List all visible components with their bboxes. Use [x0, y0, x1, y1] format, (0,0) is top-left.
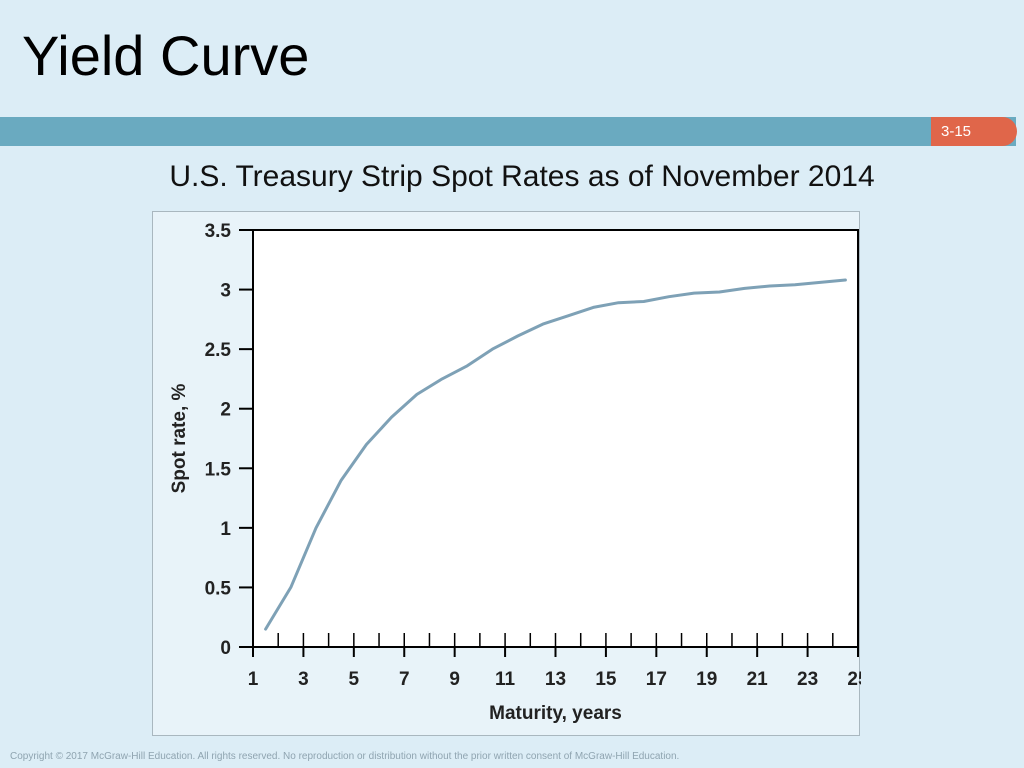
chart-frame: 00.511.522.533.5135791113151719212325Mat… [152, 211, 861, 736]
y-tick-label: 0 [220, 638, 231, 659]
x-tick-label: 19 [696, 669, 717, 690]
x-tick-label: 13 [545, 669, 566, 690]
y-axis-label: Spot rate, % [169, 384, 190, 494]
x-tick-label: 9 [449, 669, 460, 690]
y-tick-label: 0.5 [205, 578, 232, 599]
copyright-notice: Copyright © 2017 McGraw-Hill Education. … [10, 751, 680, 762]
y-tick-label: 2 [220, 400, 231, 421]
slide-number-badge: 3-15 [931, 117, 1017, 146]
x-tick-label: 17 [646, 669, 667, 690]
x-tick-label: 15 [595, 669, 617, 690]
x-tick-label: 7 [399, 669, 410, 690]
title-accent-bar [0, 117, 1016, 146]
x-tick-label: 11 [495, 669, 516, 690]
x-tick-label: 25 [847, 669, 861, 690]
x-tick-label: 23 [797, 669, 818, 690]
x-tick-label: 1 [248, 669, 259, 690]
plot-area [252, 229, 859, 648]
y-tick-label: 3 [220, 281, 231, 302]
slide-title: Yield Curve [22, 24, 310, 87]
x-tick-label: 21 [747, 669, 769, 690]
x-tick-label: 3 [298, 669, 309, 690]
y-tick-label: 1 [220, 519, 231, 540]
x-tick-label: 5 [349, 669, 360, 690]
y-tick-label: 2.5 [205, 340, 232, 361]
y-tick-label: 3.5 [205, 221, 232, 242]
x-axis-label: Maturity, years [489, 703, 622, 724]
spot-rate-series-line [264, 278, 847, 631]
y-tick-label: 1.5 [205, 459, 232, 480]
chart-title: U.S. Treasury Strip Spot Rates as of Nov… [169, 160, 875, 193]
spot-rate-chart: 00.511.522.533.5135791113151719212325Mat… [169, 221, 861, 724]
